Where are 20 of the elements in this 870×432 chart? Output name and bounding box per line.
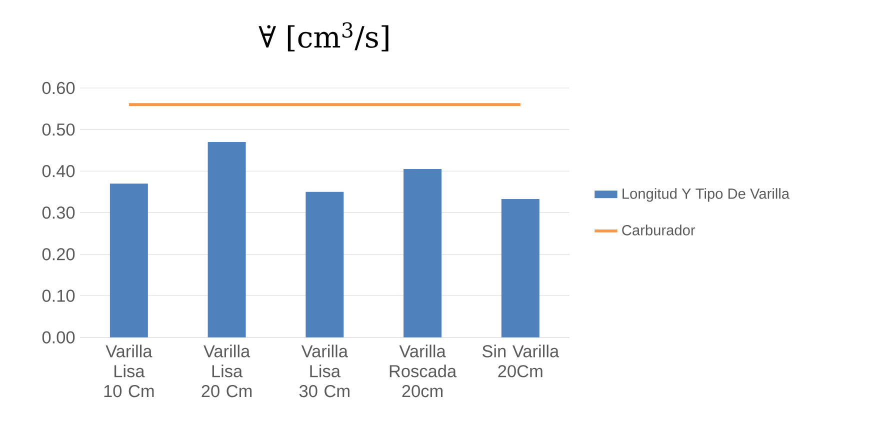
bar	[110, 184, 148, 338]
x-tick-label: Varilla Lisa 30 Cm	[299, 344, 350, 398]
x-tick-label: Varilla Lisa 20 Cm	[202, 344, 252, 398]
y-tick-label: 0.30	[42, 206, 75, 219]
x-tick-label: Varilla Roscada 20cm	[390, 344, 457, 398]
y-tick-label: 0.20	[42, 248, 75, 260]
x-tick-label: Sin Varilla 20Cm	[482, 344, 560, 378]
y-tick-label: 0.10	[42, 290, 75, 302]
legend-label: Carburador	[622, 224, 696, 236]
y-tick-label: 0.50	[42, 123, 75, 136]
y-tick-label: 0.40	[42, 165, 75, 178]
x-tick-label: Varilla Lisa 10 Cm	[104, 344, 154, 398]
legend-label: Longitud Y Tipo De Varilla	[622, 188, 790, 202]
y-tick-label: 0.00	[42, 331, 75, 344]
bar	[306, 192, 344, 338]
chart-title: ∀̇ [cm$^{3}$/s]	[258, 22, 388, 52]
y-tick-label: 0.60	[42, 82, 75, 94]
bar	[501, 198, 540, 338]
bar	[404, 169, 442, 338]
bar	[208, 142, 246, 338]
